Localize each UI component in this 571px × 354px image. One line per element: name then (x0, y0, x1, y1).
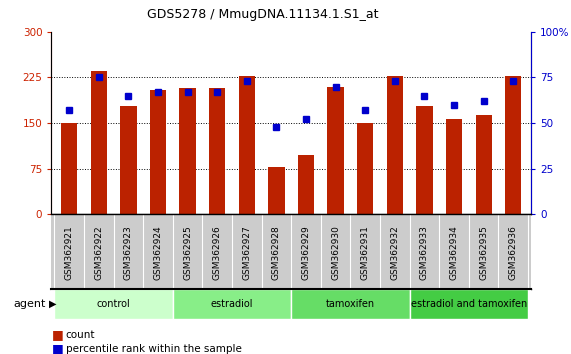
Bar (120, 106, 136, 214)
Bar (150, 90, 166, 214)
Text: GSM362927: GSM362927 (242, 225, 251, 280)
Bar (357, 123, 373, 214)
Text: ▶: ▶ (49, 298, 56, 309)
Text: GSM362921: GSM362921 (65, 225, 74, 280)
Bar (209, 88, 226, 214)
Bar (387, 76, 403, 214)
Bar (91, 72, 107, 214)
Text: ■: ■ (51, 328, 63, 341)
Text: count: count (66, 330, 95, 339)
Text: GSM362934: GSM362934 (449, 225, 459, 280)
Text: GSM362933: GSM362933 (420, 225, 429, 280)
Bar (179, 88, 196, 214)
Bar (268, 167, 284, 214)
Text: agent: agent (13, 298, 46, 309)
Text: GSM362936: GSM362936 (509, 225, 518, 280)
Bar (173, 289, 291, 319)
Text: GSM362935: GSM362935 (479, 225, 488, 280)
Text: estradiol: estradiol (211, 298, 254, 309)
Bar (409, 289, 528, 319)
Bar (291, 289, 409, 319)
Bar (446, 119, 462, 214)
Bar (505, 76, 521, 214)
Text: GSM362928: GSM362928 (272, 225, 281, 280)
Text: ■: ■ (51, 342, 63, 354)
Bar (298, 155, 314, 214)
Text: GSM362931: GSM362931 (361, 225, 370, 280)
Bar (416, 106, 433, 214)
Text: tamoxifen: tamoxifen (326, 298, 375, 309)
Text: GSM362924: GSM362924 (154, 225, 163, 280)
Text: estradiol and tamoxifen: estradiol and tamoxifen (411, 298, 527, 309)
Text: GSM362929: GSM362929 (301, 225, 311, 280)
Bar (54, 289, 173, 319)
Text: GSM362932: GSM362932 (391, 225, 399, 280)
Bar (239, 76, 255, 214)
Bar (476, 115, 492, 214)
Text: percentile rank within the sample: percentile rank within the sample (66, 344, 242, 354)
Text: GSM362925: GSM362925 (183, 225, 192, 280)
Bar (61, 123, 77, 214)
Text: GSM362922: GSM362922 (94, 225, 103, 280)
Text: GSM362923: GSM362923 (124, 225, 133, 280)
Text: control: control (96, 298, 130, 309)
Text: GSM362926: GSM362926 (212, 225, 222, 280)
Text: GDS5278 / MmugDNA.11134.1.S1_at: GDS5278 / MmugDNA.11134.1.S1_at (147, 8, 379, 21)
Text: GSM362930: GSM362930 (331, 225, 340, 280)
Bar (328, 86, 344, 214)
